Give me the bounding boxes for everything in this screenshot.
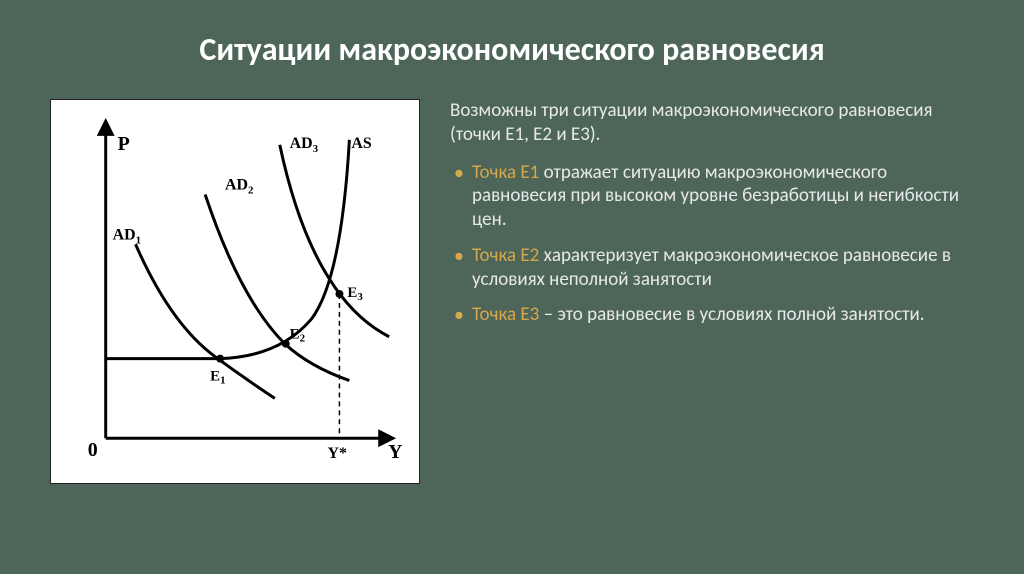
intro-text: Возможны три ситуации макроэкономическог…: [450, 99, 974, 147]
list-item: Точка Е1 отражает ситуацию макроэкономич…: [450, 161, 974, 232]
svg-text:0: 0: [88, 439, 98, 461]
bullet-list: Точка Е1 отражает ситуацию макроэкономич…: [450, 161, 974, 328]
adas-diagram: PY0ASAD1AD2AD3Y*E1E2E3: [51, 100, 419, 483]
page-title: Ситуации макроэкономического равновесия: [50, 30, 974, 69]
list-item: Точка Е3 – это равновесие в условиях пол…: [450, 303, 974, 327]
bullet-label: Точка Е2: [472, 244, 539, 267]
svg-text:AD2: AD2: [225, 177, 253, 197]
chart-panel: PY0ASAD1AD2AD3Y*E1E2E3: [50, 99, 420, 484]
svg-text:AD1: AD1: [113, 226, 141, 246]
bullet-label: Точка Е1: [472, 161, 539, 184]
bullet-text: отражает ситуацию макроэкономического ра…: [472, 161, 959, 232]
slide: Ситуации макроэкономического равновесия …: [0, 0, 1024, 574]
list-item: Точка Е2 характеризует макроэкономическо…: [450, 244, 974, 292]
svg-text:P: P: [118, 133, 130, 155]
svg-text:Y: Y: [388, 441, 402, 463]
bullet-text: – это равновесие в условиях полной занят…: [539, 303, 924, 326]
svg-text:Y*: Y*: [327, 445, 346, 462]
svg-text:AS: AS: [351, 135, 371, 152]
content-row: PY0ASAD1AD2AD3Y*E1E2E3 Возможны три ситу…: [50, 99, 974, 484]
bullet-text: характеризует макроэкономическое равнове…: [472, 244, 951, 291]
svg-text:AD3: AD3: [290, 135, 319, 155]
svg-text:E3: E3: [347, 285, 363, 303]
svg-text:E1: E1: [210, 369, 225, 387]
bullet-label: Точка Е3: [472, 303, 539, 326]
text-panel: Возможны три ситуации макроэкономическог…: [450, 99, 974, 339]
